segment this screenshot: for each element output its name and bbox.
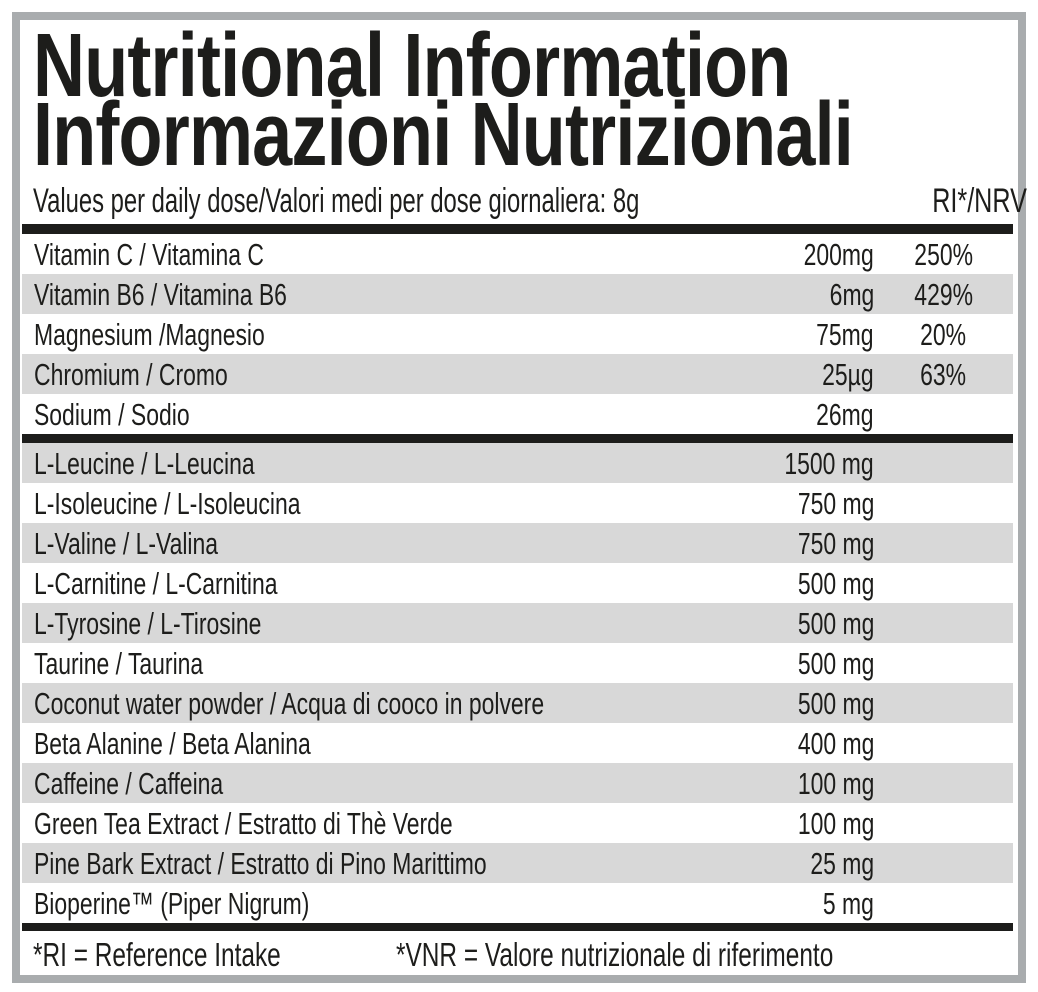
divider-bar [22,224,1013,234]
table-row: Coconut water powder / Acqua di cooco in… [22,683,1013,723]
table-row: Vitamin B6 / Vitamina B6 6mg 429% [22,274,1013,314]
table-row: Chromium / Cromo 25µg 63% [22,354,1013,394]
nutrient-name: L-Leucine / L-Leucina [34,445,255,481]
nutrient-ri: 20% [920,316,967,352]
nutrient-amount: 750 mg [797,485,874,521]
nutrient-amount: 26mg [816,396,874,432]
table-row: Sodium / Sodio 26mg [22,394,1013,434]
nutrient-amount: 25 mg [810,845,874,881]
nutrient-name: Taurine / Taurina [34,645,204,681]
ri-column-header: RI*/NRV [932,182,1028,220]
nutrient-name: L-Isoleucine / L-Isoleucina [34,485,301,521]
nutrition-label: Nutritional Information Informazioni Nut… [20,16,1027,978]
table-row: Beta Alanine / Beta Alanina 400 mg [22,723,1013,763]
table-row: L-Valine / L-Valina 750 mg [22,523,1013,563]
nutrient-amount: 6mg [829,276,874,312]
nutrient-name: Green Tea Extract / Estratto di Thè Verd… [34,805,453,841]
footnote-reference-intake: *RI = Reference Intake [33,936,281,973]
nutrient-ri: 250% [914,236,973,272]
table-row: Magnesium /Magnesio 75mg 20% [22,314,1013,354]
nutrient-name: Sodium / Sodio [34,396,190,432]
nutrient-name: Vitamin C / Vitamina C [34,236,264,272]
nutrient-name: Vitamin B6 / Vitamina B6 [34,276,287,312]
table-row: Pine Bark Extract / Estratto di Pino Mar… [22,843,1013,883]
nutrient-amount: 400 mg [797,725,874,761]
nutrient-amount: 100 mg [797,765,874,801]
nutrient-name: Pine Bark Extract / Estratto di Pino Mar… [34,845,487,881]
nutrient-name: Bioperine™ (Piper Nigrum) [34,885,310,921]
nutrient-name: Coconut water powder / Acqua di cooco in… [34,685,545,721]
nutrient-name: L-Carnitine / L-Carnitina [34,565,278,601]
nutrient-amount: 500 mg [797,645,874,681]
nutrient-amount: 75mg [816,316,874,352]
nutrient-ri: 63% [920,356,967,392]
table-row: Caffeine / Caffeina 100 mg [22,763,1013,803]
page-title: Nutritional Information Informazioni Nut… [33,16,1013,185]
nutrient-amount: 500 mg [797,605,874,641]
nutrient-name: Caffeine / Caffeina [34,765,224,801]
nutrient-amount: 200mg [803,236,874,272]
serving-size-line: Values per daily dose/Valori medi per do… [33,182,640,220]
nutrient-name: Chromium / Cromo [34,356,228,392]
table-row: L-Isoleucine / L-Isoleucina 750 mg [22,483,1013,523]
nutrient-amount: 500 mg [797,565,874,601]
nutrient-amount: 500 mg [797,685,874,721]
nutrient-amount: 25µg [822,356,874,392]
table-row: Bioperine™ (Piper Nigrum) 5 mg [22,883,1013,923]
title-italian: Informazioni Nutrizionali [33,85,854,185]
nutrient-name: Beta Alanine / Beta Alanina [34,725,311,761]
nutrient-name: Magnesium /Magnesio [34,316,265,352]
divider-bar [22,923,1013,931]
nutrient-amount: 1500 mg [784,445,874,481]
nutrient-name: L-Tyrosine / L-Tirosine [34,605,262,641]
table-row: L-Tyrosine / L-Tirosine 500 mg [22,603,1013,643]
table-row: L-Carnitine / L-Carnitina 500 mg [22,563,1013,603]
table-row: Vitamin C / Vitamina C 200mg 250% [22,234,1013,274]
table-row: Taurine / Taurina 500 mg [22,643,1013,683]
nutrient-amount: 100 mg [797,805,874,841]
nutrition-label-frame: Nutritional Information Informazioni Nut… [12,12,1027,983]
nutrient-ri: 429% [914,276,973,312]
nutrient-name: L-Valine / L-Valina [34,525,219,561]
nutrient-amount: 5 mg [822,885,874,921]
table-row: Green Tea Extract / Estratto di Thè Verd… [22,803,1013,843]
table-row: L-Leucine / L-Leucina 1500 mg [22,443,1013,483]
table-header: Values per daily dose/Valori medi per do… [22,174,1027,220]
footnote-valore-riferimento: *VNR = Valore nutrizionale di riferiment… [395,936,834,973]
title-english: Nutritional Information [33,16,791,116]
divider-bar [22,434,1013,443]
footnotes: *RI = Reference Intake *VNR = Valore nut… [22,931,1013,978]
nutrient-amount: 750 mg [797,525,874,561]
